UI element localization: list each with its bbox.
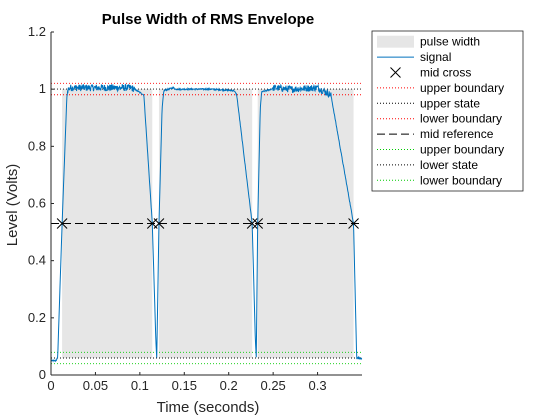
x-tick-label: 0.15: [172, 378, 197, 393]
legend-label: pulse width: [420, 35, 480, 49]
legend-swatch-mid-cross: [390, 67, 401, 78]
legend-swatch-pulse-width: [377, 35, 414, 48]
legend-label: mid cross: [420, 66, 471, 80]
chart-title: Pulse Width of RMS Envelope: [102, 11, 314, 28]
y-tick-label: 0: [39, 367, 46, 382]
legend-label: lower boundary: [420, 173, 502, 187]
mid-cross-marker: [348, 218, 359, 229]
x-tick-label: 0: [47, 378, 54, 393]
legend-label: upper boundary: [420, 81, 504, 95]
y-tick-label: 1: [39, 81, 46, 96]
x-tick-label: 0.3: [309, 378, 327, 393]
y-tick-label: 0.8: [28, 138, 46, 153]
plot-area: [50, 32, 363, 375]
x-axis-label: Time (seconds): [157, 399, 260, 416]
x-tick-label: 0.25: [260, 378, 285, 393]
signal-line: [50, 83, 363, 363]
mid-cross-marker: [153, 218, 165, 229]
y-tick-label: 1.2: [28, 24, 46, 39]
legend-box: [371, 30, 524, 192]
legend-label: signal: [420, 50, 451, 64]
legend-label: upper boundary: [420, 143, 504, 157]
legend-label: lower boundary: [420, 112, 502, 126]
legend-label: upper state: [420, 96, 480, 110]
y-tick-label: 0.6: [28, 196, 46, 211]
axes: 0 0.05 0.1 0.15 0.2 0.25 0.3 0 0.2 0.4 0.6 0.8 1 1.2: [28, 24, 362, 393]
mid-cross-marker: [252, 218, 264, 229]
legend-label: lower state: [420, 158, 478, 172]
x-tick-label: 0.2: [220, 378, 238, 393]
mid-cross-marker: [246, 218, 258, 229]
x-tick-label: 0.1: [131, 378, 149, 393]
x-tick-label: 0.05: [83, 378, 108, 393]
y-tick-label: 0.2: [28, 310, 46, 325]
mid-cross-marker: [56, 218, 68, 229]
y-tick-label: 0.4: [28, 253, 46, 268]
legend-label: mid reference: [420, 127, 494, 141]
y-axis-label: Level (Volts): [4, 164, 21, 247]
